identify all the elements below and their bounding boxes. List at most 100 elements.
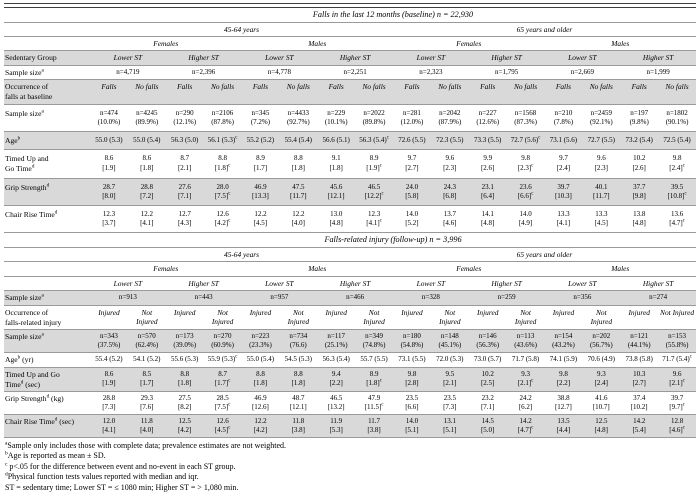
outcome-header: Falls [241, 79, 280, 105]
data-cell: 46.9 [12.6] [241, 391, 280, 416]
table-title: Falls-related injury (follow-up) n = 3,9… [90, 232, 696, 249]
outcome-header: Falls [317, 79, 356, 105]
data-cell: 8.7 [1.7]c [203, 367, 242, 393]
data-cell: 14.0 [5.1] [393, 414, 431, 438]
sex-group-header: Females [393, 36, 545, 52]
footnote-line: ST = sedentary time; Lower ST = ≤ 1080 m… [5, 482, 239, 492]
data-cell: n=154 (43.2%) [544, 329, 583, 354]
data-cell: n=202 (56.7%) [582, 329, 621, 354]
age-group-row: 45-64 years 65 years and older [4, 247, 696, 263]
data-cell: 73.3 (5.5) [468, 131, 507, 151]
table-row: Grip Strengthd (kg) 28.8 [7.3] 29.3 [7.6] 27.… [4, 391, 696, 416]
outcome-header: Falls [165, 79, 204, 105]
data-cell: 73.2 (5.4) [620, 131, 659, 151]
outcome-header: Falls [620, 79, 659, 105]
data-cell: 48.7 [12.1] [279, 391, 318, 416]
footnote-line: aSample only includes those with complet… [5, 440, 286, 450]
group-sample-size: n=274 [620, 290, 696, 306]
data-cell: 73.0 (5.7) [468, 352, 507, 368]
data-cell: 55.0 (5.4) [241, 352, 280, 368]
data-cell: 9.8 [2.8] [393, 367, 431, 393]
outcome-header: No falls [279, 79, 318, 105]
data-cell: 70.6 (4.9) [582, 352, 621, 368]
table-row: Timed Up and Go Timed (sec) 8.6 [1.9] 8.5 [1.… [4, 367, 696, 393]
outcome-header: Not Injured [582, 305, 621, 331]
outcome-header: Not Injured [430, 305, 469, 331]
data-cell: 72.7 (5.5) [582, 131, 621, 151]
data-cell: 46.9 [13.3] [241, 178, 280, 206]
row-label: Sedentary Group [4, 50, 90, 66]
tables-container: Falls in the last 12 months (baseline) n… [4, 7, 696, 439]
outcome-header: Not Injured [127, 305, 166, 331]
group-sample-size: n=4,778 [241, 65, 318, 81]
data-cell: 23.5 [6.6] [393, 391, 431, 416]
outcome-header: No falls [506, 79, 545, 105]
data-cell: 72.6 (5.5) [393, 131, 431, 151]
footnotes: aSample only includes those with complet… [4, 438, 696, 493]
data-cell: n=1802 (90.1%) [658, 104, 696, 132]
outcome-header: Not Injured [279, 305, 318, 331]
data-cell: 8.9 [1.8]c [355, 367, 393, 393]
row-label: Timed Up and Go Timed (sec) [4, 367, 90, 393]
data-cell: 14.2 [5.4] [620, 414, 659, 438]
data-cell: 47.5 [11.7] [279, 178, 318, 206]
data-cell: 28.7 [8.0] [90, 178, 128, 206]
data-cell: 14.5 [5.0] [468, 414, 507, 438]
sex-group-row: Females Males Females Males [4, 261, 696, 277]
st-group-header: Higher ST [468, 276, 545, 292]
data-cell: 10.2 [2.5] [468, 367, 507, 393]
data-cell: 55.2 (5.2) [241, 131, 280, 151]
st-group-header: Higher ST [165, 50, 242, 66]
followup-injury-table: Falls-related injury (follow-up) n = 3,9… [4, 232, 696, 438]
data-cell: 39.7 [10.3] [544, 178, 583, 206]
row-label: Ageb (yr) [4, 352, 90, 368]
outcome-header: Falls [544, 79, 583, 105]
sex-group-header: Males [241, 36, 393, 52]
data-cell: 12.2 [4.0] [279, 205, 318, 233]
data-cell: n=290 (12.1%) [165, 104, 204, 132]
data-cell: 14.0 [4.9] [506, 205, 545, 233]
st-group-header: Lower ST [393, 276, 469, 292]
data-cell: 9.1 [1.8] [317, 149, 356, 179]
data-cell: 8.9 [1.9]c [355, 149, 393, 179]
st-group-header: Lower ST [90, 50, 166, 66]
outcome-header: No falls [203, 79, 242, 105]
data-cell: 13.3 [4.1] [544, 205, 583, 233]
sedentary-group-row: Sedentary Group Lower ST Higher ST Lower ST… [4, 50, 696, 66]
row-label: Timed Up and Go Timed [4, 149, 90, 179]
data-cell: 55.0 (5.4) [127, 131, 166, 151]
data-cell: 37.7 [9.8] [620, 178, 659, 206]
data-cell: 13.5 [4.4] [544, 414, 583, 438]
data-cell: 39.7 [9.7]c [658, 391, 696, 416]
data-cell: 45.6 [12.1] [317, 178, 356, 206]
data-cell: 8.8 [1.8] [241, 367, 280, 393]
row-label: Occurrence of falls-related injury [4, 305, 90, 331]
age-group-header: 45-64 years [90, 247, 393, 263]
data-cell: 39.5 [10.8]c [658, 178, 696, 206]
data-cell: 12.6 [4.2]c [203, 205, 242, 233]
data-cell: 9.8 [2.3]c [506, 149, 545, 179]
data-cell: n=270 (60.9%) [203, 329, 242, 354]
data-cell: 9.6 [2.3] [430, 149, 469, 179]
spacer-cell [4, 247, 90, 263]
outcome-header: Not Injured [203, 305, 242, 331]
data-cell: n=343 (37.5%) [90, 329, 128, 354]
occurrence-row: Occurrence of falls-related injury Injured… [4, 305, 696, 331]
st-group-header: Higher ST [317, 276, 393, 292]
row-label: Sample sizea [4, 104, 90, 132]
data-cell: 13.3 [4.5] [582, 205, 621, 233]
group-sample-size: n=1,999 [620, 65, 696, 81]
data-cell: n=229 (10.1%) [317, 104, 356, 132]
data-cell: n=2459 (92.1%) [582, 104, 621, 132]
data-cell: 11.7 [3.8] [355, 414, 393, 438]
st-group-header: Higher ST [620, 276, 696, 292]
outcome-header: No falls [127, 79, 166, 105]
spacer-cell [4, 36, 90, 52]
data-cell: n=345 (7.2%) [241, 104, 280, 132]
data-cell: 47.9 [11.5]c [355, 391, 393, 416]
data-cell: 12.2 [4.2] [241, 414, 280, 438]
table-row: Timed Up and Go Timed 8.6 [1.9] 8.6 [1.8] 8.7[… [4, 149, 696, 179]
sex-group-header: Males [241, 261, 393, 277]
data-cell: 29.3 [7.6] [127, 391, 166, 416]
outcome-header: Falls [468, 79, 507, 105]
